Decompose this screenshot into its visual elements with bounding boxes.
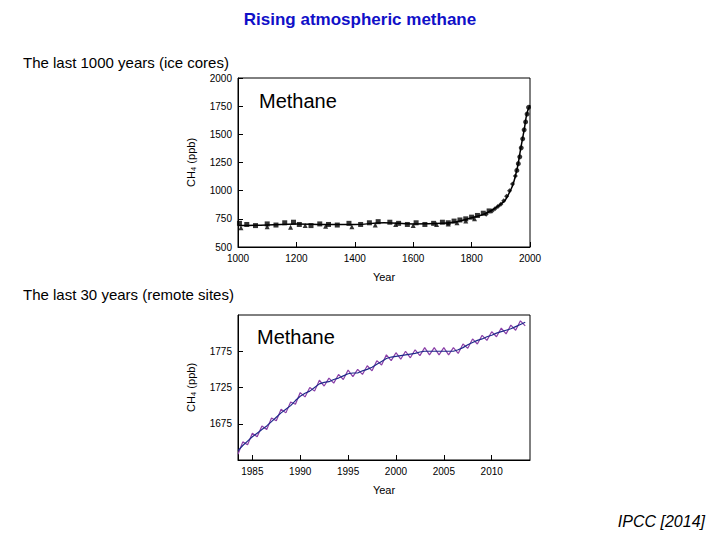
svg-text:Year: Year	[373, 484, 396, 496]
svg-text:Methane: Methane	[259, 90, 337, 112]
svg-text:1775: 1775	[210, 346, 233, 357]
svg-text:Year: Year	[373, 271, 396, 283]
svg-text:1000: 1000	[227, 253, 250, 264]
svg-text:Rising atmospheric methane: Rising atmospheric methane	[244, 10, 476, 29]
svg-text:1800: 1800	[460, 253, 483, 264]
svg-text:1000: 1000	[210, 185, 233, 196]
svg-text:IPCC [2014]: IPCC [2014]	[618, 513, 706, 530]
svg-text:1990: 1990	[289, 466, 312, 477]
svg-text:1250: 1250	[210, 157, 233, 168]
svg-text:1725: 1725	[210, 382, 233, 393]
svg-text:1500: 1500	[210, 129, 233, 140]
svg-text:1400: 1400	[344, 253, 367, 264]
svg-text:1675: 1675	[210, 418, 233, 429]
svg-text:750: 750	[215, 213, 232, 224]
svg-text:2000: 2000	[210, 73, 233, 84]
svg-text:1985: 1985	[241, 466, 264, 477]
svg-text:The last 1000 years (ice cores: The last 1000 years (ice cores)	[23, 54, 229, 71]
svg-text:500: 500	[215, 242, 232, 253]
svg-text:2005: 2005	[433, 466, 456, 477]
svg-text:1200: 1200	[285, 253, 308, 264]
svg-text:Methane: Methane	[257, 326, 335, 348]
svg-text:1995: 1995	[337, 466, 360, 477]
svg-text:CH₄ (ppb): CH₄ (ppb)	[185, 363, 197, 412]
svg-text:2010: 2010	[481, 466, 504, 477]
svg-text:CH₄ (ppb): CH₄ (ppb)	[185, 138, 197, 187]
svg-text:1600: 1600	[402, 253, 425, 264]
svg-text:2000: 2000	[385, 466, 408, 477]
svg-text:2000: 2000	[519, 253, 542, 264]
svg-text:1750: 1750	[210, 101, 233, 112]
svg-text:The last 30 years (remote site: The last 30 years (remote sites)	[23, 286, 234, 303]
